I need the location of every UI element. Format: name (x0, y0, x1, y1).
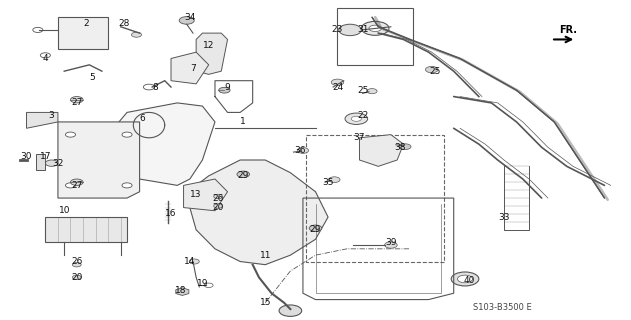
Circle shape (143, 84, 155, 90)
Circle shape (237, 171, 249, 178)
Text: 22: 22 (357, 111, 369, 120)
Circle shape (71, 97, 83, 103)
Text: 28: 28 (118, 19, 129, 28)
Text: 26: 26 (71, 257, 83, 266)
Text: 32: 32 (52, 159, 64, 168)
Polygon shape (58, 122, 139, 198)
Circle shape (339, 24, 362, 36)
Polygon shape (45, 217, 127, 243)
Text: 5: 5 (90, 73, 95, 82)
Text: 36: 36 (294, 146, 305, 155)
Circle shape (71, 179, 83, 185)
Text: 35: 35 (322, 178, 334, 187)
Circle shape (309, 225, 322, 231)
Polygon shape (196, 33, 228, 74)
Circle shape (457, 275, 473, 283)
Text: 31: 31 (357, 25, 369, 35)
Circle shape (214, 194, 223, 199)
Text: 23: 23 (332, 25, 343, 35)
Text: 39: 39 (385, 238, 397, 247)
Circle shape (122, 183, 132, 188)
Text: 17: 17 (40, 152, 51, 161)
Circle shape (45, 160, 58, 166)
Circle shape (66, 183, 76, 188)
Text: 20: 20 (71, 273, 83, 282)
Bar (36, 154, 45, 170)
Polygon shape (360, 135, 403, 166)
Text: 12: 12 (203, 41, 215, 50)
Polygon shape (108, 103, 215, 185)
Polygon shape (171, 52, 209, 84)
Text: 10: 10 (59, 206, 70, 215)
Circle shape (385, 242, 397, 248)
Text: 29: 29 (310, 225, 321, 234)
Text: 14: 14 (184, 257, 196, 266)
Text: 13: 13 (191, 190, 202, 199)
Polygon shape (184, 179, 228, 211)
Circle shape (399, 144, 411, 149)
Text: 18: 18 (175, 285, 186, 295)
Text: 34: 34 (184, 13, 196, 22)
Text: 25: 25 (429, 67, 440, 76)
Bar (306, 135, 444, 261)
Circle shape (219, 87, 230, 93)
Circle shape (73, 275, 81, 280)
Circle shape (73, 262, 81, 267)
Circle shape (204, 283, 213, 288)
Circle shape (122, 132, 132, 137)
Circle shape (369, 25, 382, 32)
Circle shape (66, 132, 76, 137)
Circle shape (451, 272, 479, 286)
Circle shape (33, 28, 43, 32)
Text: FR.: FR. (559, 25, 577, 35)
Text: 33: 33 (498, 212, 510, 221)
Text: 30: 30 (21, 152, 32, 161)
Text: 15: 15 (259, 298, 271, 307)
Text: 25: 25 (357, 86, 369, 95)
Bar (58, 17, 108, 49)
Circle shape (297, 148, 309, 153)
Text: 26: 26 (213, 194, 224, 203)
Text: 38: 38 (394, 143, 406, 152)
Circle shape (189, 259, 199, 264)
Text: 1: 1 (240, 117, 246, 126)
Circle shape (367, 89, 377, 94)
Text: 2: 2 (83, 19, 89, 28)
Polygon shape (27, 112, 58, 128)
Text: 4: 4 (42, 54, 48, 63)
Text: 27: 27 (71, 181, 83, 190)
Circle shape (331, 79, 344, 85)
Text: 27: 27 (71, 99, 83, 108)
Circle shape (279, 305, 302, 316)
Text: 11: 11 (259, 251, 271, 260)
Text: 29: 29 (237, 172, 249, 180)
Text: 19: 19 (197, 279, 208, 288)
Text: 40: 40 (464, 276, 475, 285)
Circle shape (179, 17, 194, 24)
Circle shape (329, 177, 340, 182)
Text: 16: 16 (165, 209, 177, 219)
Circle shape (40, 53, 50, 58)
Circle shape (425, 67, 438, 73)
Text: S103-B3500 E: S103-B3500 E (473, 303, 531, 312)
Text: 6: 6 (140, 114, 146, 123)
Text: 7: 7 (190, 63, 196, 73)
Text: 3: 3 (49, 111, 54, 120)
Text: 24: 24 (332, 83, 343, 92)
Bar (338, 8, 413, 65)
Circle shape (345, 113, 368, 124)
Circle shape (131, 32, 141, 37)
Text: 37: 37 (354, 133, 365, 142)
Text: 8: 8 (153, 83, 158, 92)
Text: 20: 20 (213, 203, 224, 212)
Polygon shape (190, 160, 328, 265)
Circle shape (362, 21, 389, 35)
Circle shape (214, 204, 223, 208)
Circle shape (351, 116, 362, 121)
Text: 9: 9 (225, 83, 230, 92)
